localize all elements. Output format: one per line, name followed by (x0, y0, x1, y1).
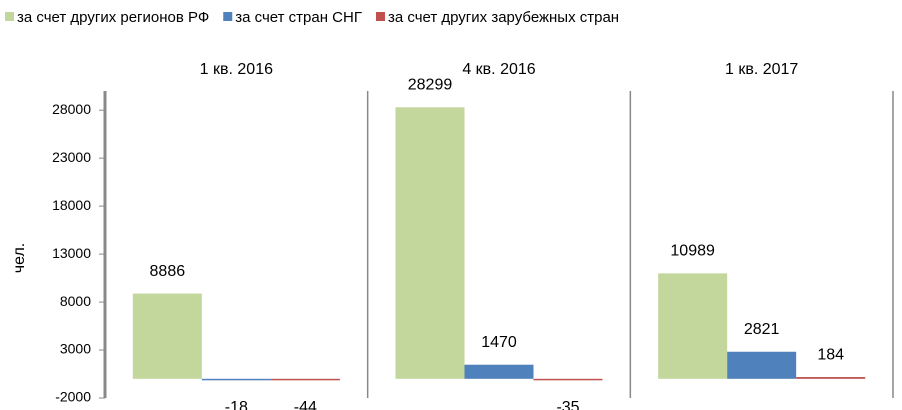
bar (727, 351, 797, 379)
data-label: 8886 (150, 263, 186, 280)
legend-label: за счет других регионов РФ (17, 9, 209, 26)
legend-swatch (223, 12, 233, 21)
data-label: 28299 (408, 77, 453, 94)
y-tick-label: 3000 (60, 341, 91, 357)
data-label: -18 (225, 399, 248, 410)
y-axis-label: чел. (11, 243, 28, 273)
bar (132, 293, 202, 379)
group-label: 1 кв. 2017 (725, 61, 798, 78)
data-label: -44 (294, 399, 317, 410)
bar (395, 107, 465, 379)
group-label: 1 кв. 2016 (200, 61, 273, 78)
data-label: 2821 (744, 321, 780, 338)
legend-swatch (375, 12, 385, 21)
data-label: -35 (556, 399, 579, 410)
bar (464, 364, 534, 379)
legend-label: за счет стран СНГ (235, 9, 362, 26)
group-label: 4 кв. 2016 (462, 61, 535, 78)
legend-label: за счет других зарубежных стран (388, 9, 619, 26)
y-tick-label: -2000 (55, 389, 91, 405)
bar (658, 273, 728, 379)
bar (201, 378, 271, 381)
y-tick-label: 18000 (52, 197, 91, 213)
y-tick-label: 23000 (52, 149, 91, 165)
bar (533, 378, 603, 381)
y-tick-label: 13000 (52, 245, 91, 261)
y-tick-label: 28000 (52, 101, 91, 117)
data-label: 1470 (481, 334, 517, 351)
y-tick-label: 8000 (60, 293, 91, 309)
bar (796, 377, 866, 379)
data-label: 184 (817, 346, 844, 363)
legend-swatch (5, 12, 14, 21)
bar (270, 378, 340, 381)
data-label: 10989 (670, 243, 715, 260)
